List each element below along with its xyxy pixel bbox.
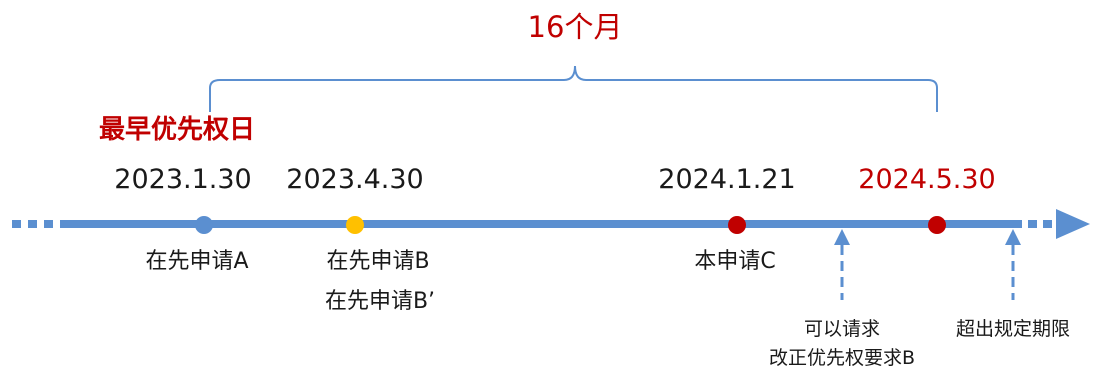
timeline-arrowhead: [1056, 209, 1090, 239]
date-label-b: 2023.4.30: [286, 164, 424, 195]
timeline-axis: [60, 220, 1022, 228]
dot-application-c: [728, 216, 746, 234]
date-label-deadline: 2024.5.30: [858, 164, 996, 195]
date-label-c: 2024.1.21: [658, 164, 796, 195]
note-exceeded-deadline: 超出规定期限: [955, 318, 1071, 340]
note-correction-line1: 可以请求: [803, 318, 881, 340]
note-correction-line2: 改正优先权要求B: [768, 347, 916, 369]
span-label: 16个月: [527, 10, 623, 44]
dot-application-a: [195, 216, 213, 234]
application-label-b-prime: 在先申请B’: [324, 289, 436, 314]
date-label-a: 2023.1.30: [114, 164, 252, 195]
earliest-priority-label: 最早优先权日: [99, 115, 256, 145]
application-label-b: 在先申请B: [326, 249, 430, 274]
dot-deadline: [928, 216, 946, 234]
application-label-a: 在先申请A: [145, 249, 249, 274]
application-label-c: 本申请C: [694, 249, 776, 274]
timeline-dashed-end: [1028, 220, 1052, 228]
arrow-exceeded-deadline: [1005, 229, 1021, 300]
timeline-dashed-start: [12, 220, 53, 228]
arrow-correction-request: [834, 229, 850, 300]
dot-application-b: [346, 216, 364, 234]
span-bracket: [209, 65, 938, 112]
